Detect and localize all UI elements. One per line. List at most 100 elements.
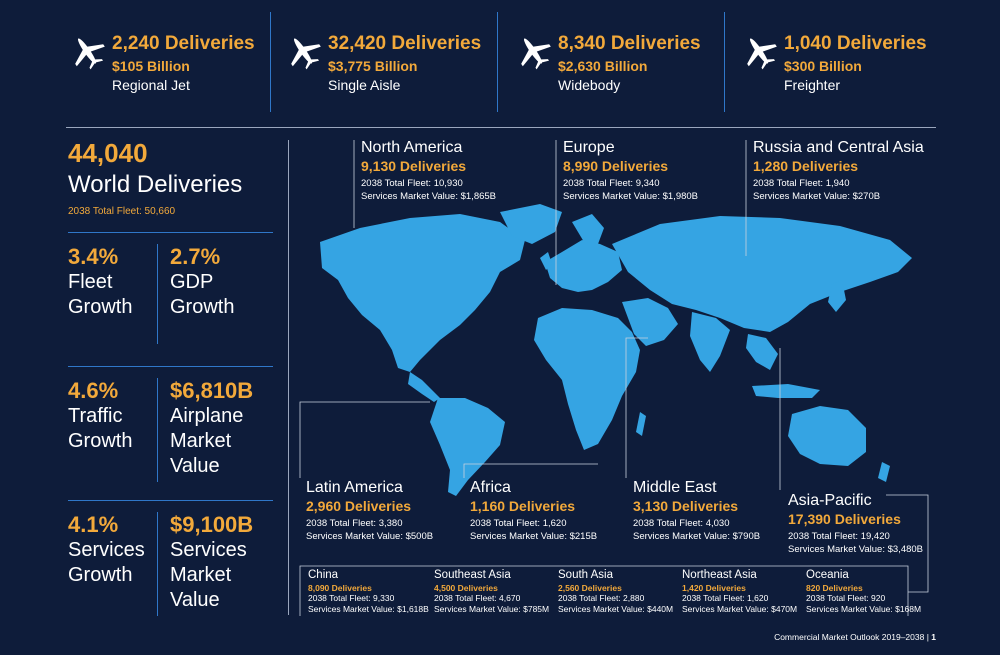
region-fleet: 2038 Total Fleet: 1,620 [470,518,567,529]
region-latin-america: Latin America 2,960 Deliveries 2038 Tota… [306,479,433,543]
divider [68,232,273,233]
region-services: Services Market Value: $1,865B [361,191,497,202]
category-value: $300 Billion [784,58,862,74]
stat-value: 4.1% [68,512,119,537]
stat-label: Growth [170,296,235,318]
airplane-icon [747,38,777,70]
region-services: Services Market Value: $3,480B [788,544,924,555]
subregion-services: Services Market Value: $168M [806,604,922,614]
map-greenland [500,204,562,244]
stat-airplane-market-value: $6,810B Airplane Market Value [170,378,253,479]
region-services: Services Market Value: $270B [753,191,881,202]
stat-services-market-value: $9,100B Services Market Value [170,512,253,613]
subregion-deliveries: 1,420 Deliveries [682,583,746,593]
category-value: $2,630 Billion [558,58,648,74]
page-number: 1 [931,632,936,642]
top-separator [66,127,936,128]
airplane-icon [75,38,105,70]
stat-value: $9,100B [170,512,254,537]
region-services: Services Market Value: $500B [306,531,434,542]
stat-gdp-growth: 2.7% GDP Growth [170,244,234,320]
category-freighter: 1,040 Deliveries $300 Billion Freighter [740,14,972,114]
subregion-fleet: 2038 Total Fleet: 9,330 [308,593,395,603]
world-fleet: 2038 Total Fleet: 50,660 [68,206,176,217]
category-deliveries: 32,420 Deliveries [328,33,482,54]
subregion-deliveries: 820 Deliveries [806,583,863,593]
divider [497,12,498,112]
region-russia-central-asia: Russia and Central Asia 1,280 Deliveries… [753,139,924,203]
region-fleet: 2038 Total Fleet: 10,930 [361,178,463,189]
map-middle-east [622,298,678,346]
divider [288,140,289,615]
stat-label: Value [170,589,220,611]
subregion-name: Oceania [806,569,849,581]
map-australia [788,406,866,466]
map-india [690,312,730,372]
region-europe: Europe 8,990 Deliveries 2038 Total Fleet… [563,139,698,203]
map-scandinavia [572,214,604,244]
region-name: North America [361,139,463,156]
category-name: Freighter [784,77,841,93]
map-north-america [320,214,525,372]
map-russia-asia [612,216,912,332]
subregion-services: Services Market Value: $440M [558,604,674,614]
region-deliveries: 8,990 Deliveries [563,158,669,174]
map-new-zealand [878,462,890,482]
subregion-oceania: Oceania 820 Deliveries 2038 Total Fleet:… [806,569,921,615]
category-value: $105 Billion [112,58,190,74]
map-europe [545,240,622,292]
divider [68,366,273,367]
region-fleet: 2038 Total Fleet: 3,380 [306,518,403,529]
subregion-services: Services Market Value: $470M [682,604,798,614]
world-deliveries-value: 44,040 [68,138,148,168]
stat-value: 3.4% [68,244,119,269]
stat-label: Market [170,430,232,452]
region-services: Services Market Value: $790B [633,531,761,542]
subregion-fleet: 2038 Total Fleet: 920 [806,593,886,603]
stat-traffic-growth: 4.6% Traffic Growth [68,378,132,454]
map-madagascar [636,412,646,436]
stat-value: 4.6% [68,378,119,403]
region-fleet: 2038 Total Fleet: 4,030 [633,518,730,529]
region-name: Africa [470,479,511,496]
subregion-services: Services Market Value: $785M [434,604,550,614]
subregion-southeast-asia: Southeast Asia 4,500 Deliveries 2038 Tot… [434,569,549,615]
footer-divider: | [926,632,932,642]
stat-fleet-growth: 3.4% Fleet Growth [68,244,132,320]
subregion-deliveries: 4,500 Deliveries [434,583,498,593]
stat-label: Services [68,539,145,561]
region-fleet: 2038 Total Fleet: 9,340 [563,178,660,189]
stat-label: Traffic [68,405,123,427]
region-deliveries: 17,390 Deliveries [788,511,901,527]
map-indonesia [752,384,820,398]
airplane-icon [521,38,551,70]
divider [270,12,271,112]
region-deliveries: 2,960 Deliveries [306,498,412,514]
divider [157,378,158,482]
subregion-china: China 8,090 Deliveries 2038 Total Fleet:… [308,569,429,615]
category-deliveries: 1,040 Deliveries [784,33,927,54]
footer-title: Commercial Market Outlook 2019–2038 [774,632,925,642]
category-name: Regional Jet [112,77,190,93]
category-deliveries: 2,240 Deliveries [112,33,255,54]
region-fleet: 2038 Total Fleet: 19,420 [788,531,890,542]
divider [157,512,158,616]
map-central-america [408,372,440,402]
stat-label: Market [170,564,232,586]
region-deliveries: 1,280 Deliveries [753,158,859,174]
world-deliveries-block: 44,040 World Deliveries 2038 Total Fleet… [68,138,242,217]
region-name: Russia and Central Asia [753,139,924,156]
world-deliveries-label: World Deliveries [68,171,243,198]
category-name: Single Aisle [328,77,401,93]
stat-value: 2.7% [170,244,221,269]
subregion-deliveries: 2,560 Deliveries [558,583,622,593]
region-name: Europe [563,139,615,156]
divider [68,500,273,501]
world-map [320,204,912,496]
region-name: Asia-Pacific [788,492,872,509]
category-name: Widebody [558,77,621,93]
subregion-name: China [308,569,339,581]
category-regional-jet: 2,240 Deliveries $105 Billion Regional J… [68,14,300,114]
subregion-deliveries: 8,090 Deliveries [308,583,372,593]
